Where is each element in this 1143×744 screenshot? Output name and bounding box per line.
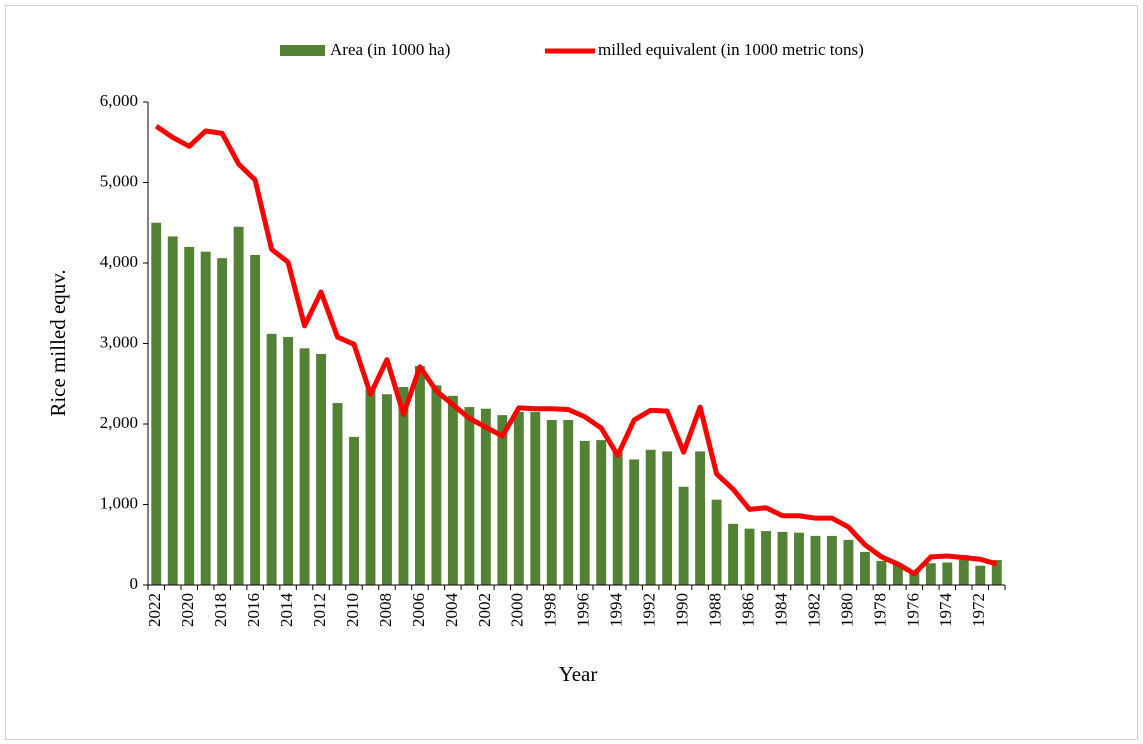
bar [414, 366, 425, 585]
x-tick-label: 1998 [541, 593, 560, 627]
y-tick-label: 3,000 [100, 332, 138, 351]
bar [794, 532, 804, 585]
y-tick-label: 0 [130, 574, 139, 593]
y-tick-label: 1,000 [100, 493, 138, 512]
bar [464, 407, 475, 585]
bar [645, 449, 656, 585]
bar [975, 565, 986, 585]
y-tick-label: 5,000 [100, 171, 138, 190]
bar [513, 411, 524, 585]
bar [563, 419, 574, 585]
legend-label: Area (in 1000 ha) [330, 40, 450, 59]
x-tick-label: 1978 [870, 593, 889, 627]
x-tick-label: 2022 [145, 593, 164, 627]
x-tick-label: 2016 [244, 593, 263, 627]
chart-frame [5, 5, 1138, 740]
bar [217, 258, 228, 585]
bar [332, 403, 343, 585]
bar [612, 452, 623, 585]
bar [892, 563, 903, 585]
bar [299, 348, 310, 585]
x-tick-label: 1996 [574, 593, 593, 627]
x-tick-label: 2004 [442, 593, 461, 628]
x-tick-label: 1976 [903, 593, 922, 627]
x-tick-label: 1972 [969, 593, 988, 627]
y-tick-label: 6,000 [100, 91, 138, 110]
bar [447, 395, 458, 585]
bar [316, 353, 326, 585]
x-tick-label: 1984 [771, 593, 790, 628]
bar [151, 222, 162, 585]
x-tick-label: 2010 [343, 593, 362, 627]
bar [497, 415, 508, 585]
bar [579, 440, 590, 585]
bar [810, 535, 821, 585]
x-tick-label: 2014 [277, 593, 296, 628]
bar [629, 459, 640, 585]
x-tick-label: 2020 [178, 593, 197, 627]
bar [859, 551, 870, 585]
bar [777, 531, 788, 585]
bar [167, 236, 178, 585]
bar [909, 572, 920, 585]
bar [695, 451, 706, 585]
legend-label: milled equivalent (in 1000 metric tons) [598, 40, 864, 59]
bar [365, 389, 376, 585]
x-tick-label: 1980 [837, 593, 856, 627]
bar [250, 254, 261, 585]
bar [876, 560, 887, 585]
bar [266, 333, 277, 585]
legend-swatch [280, 45, 325, 56]
x-tick-label: 1982 [804, 593, 823, 627]
bar [398, 386, 409, 585]
bar [349, 436, 359, 585]
x-tick-label: 2002 [475, 593, 494, 627]
bar [233, 226, 244, 585]
bar [711, 499, 722, 585]
y-tick-label: 4,000 [100, 252, 138, 271]
bar [530, 411, 541, 585]
y-tick-label: 2,000 [100, 413, 138, 432]
bar [596, 440, 607, 585]
bar [662, 451, 673, 585]
y-axis-title: Rice milled equv. [46, 269, 70, 416]
bar [283, 337, 294, 585]
x-tick-label: 2012 [310, 593, 329, 627]
bar [382, 394, 392, 585]
x-tick-label: 2000 [508, 593, 527, 627]
bar [991, 560, 1002, 585]
bar [200, 251, 211, 586]
bar [480, 408, 491, 585]
x-axis-title: Year [559, 662, 598, 686]
x-tick-label: 2006 [409, 593, 428, 627]
x-tick-label: 1992 [640, 593, 659, 627]
x-tick-label: 2008 [376, 593, 395, 627]
x-tick-label: 1990 [673, 593, 692, 627]
bar [184, 246, 195, 585]
bar [761, 531, 771, 585]
bar [744, 528, 755, 585]
bar [678, 486, 689, 585]
line [154, 124, 998, 577]
x-tick-label: 1986 [738, 593, 757, 627]
bar [843, 539, 854, 585]
x-tick-label: 1974 [936, 593, 955, 628]
bar [827, 535, 837, 585]
bar [431, 385, 442, 585]
bar [728, 523, 739, 585]
x-tick-label: 2018 [211, 593, 230, 627]
bar [942, 562, 953, 585]
bar [958, 555, 969, 585]
x-tick-label: 1994 [607, 593, 626, 628]
x-tick-label: 1988 [705, 593, 724, 627]
bar [925, 563, 936, 585]
bar [546, 419, 557, 585]
